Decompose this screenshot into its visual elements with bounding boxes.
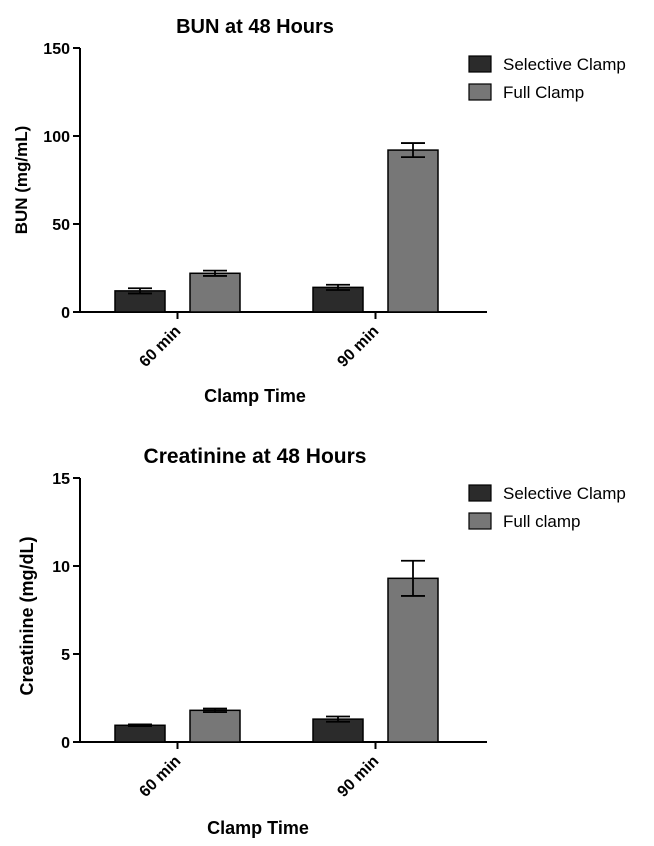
x-axis-label: Clamp Time xyxy=(207,818,309,838)
y-tick-label: 100 xyxy=(43,129,70,146)
bun-chart: BUN at 48 Hours BUN (mg/mL) Clamp Time 0 50 1… xyxy=(12,16,626,406)
chart-title: BUN at 48 Hours xyxy=(176,16,334,38)
legend-swatch xyxy=(468,484,492,502)
legend-label: Selective Clamp xyxy=(503,55,626,74)
y-axis-label: BUN (mg/mL) xyxy=(12,126,31,235)
y-tick-label: 50 xyxy=(52,217,70,234)
bar xyxy=(312,286,364,313)
bar xyxy=(189,709,241,743)
x-tick-label: 60 min xyxy=(136,753,184,801)
chart-title: Creatinine at 48 Hours xyxy=(144,445,367,468)
y-tick-label: 0 xyxy=(61,735,70,752)
bar xyxy=(189,272,241,313)
legend-label: Selective Clamp xyxy=(503,484,626,503)
legend-swatch xyxy=(468,512,492,530)
x-tick-label: 90 min xyxy=(334,323,382,371)
bar xyxy=(114,724,166,743)
bar xyxy=(387,149,439,313)
bar xyxy=(387,577,439,743)
x-tick-label: 90 min xyxy=(334,753,382,801)
x-tick-label: 60 min xyxy=(136,323,184,371)
y-tick-label: 5 xyxy=(61,647,70,664)
x-axis-label: Clamp Time xyxy=(204,386,306,406)
y-tick-label: 0 xyxy=(61,305,70,322)
y-axis-label: Creatinine (mg/dL) xyxy=(17,536,37,695)
legend-swatch xyxy=(468,55,492,73)
legend-label: Full Clamp xyxy=(503,83,584,102)
legend-label: Full clamp xyxy=(503,512,580,531)
creatinine-chart: Creatinine at 48 Hours Creatinine (mg/dL)… xyxy=(17,445,626,838)
y-tick-label: 15 xyxy=(52,471,70,488)
y-tick-label: 10 xyxy=(52,559,70,576)
legend-swatch xyxy=(468,83,492,101)
y-tick-label: 150 xyxy=(43,41,70,58)
